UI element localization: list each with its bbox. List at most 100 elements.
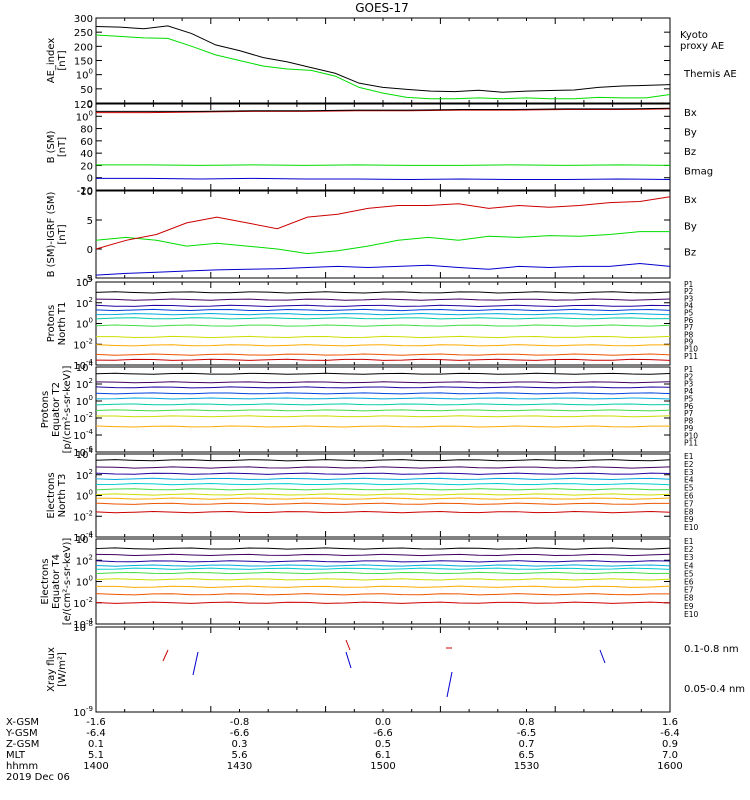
y-tick-label: 150 xyxy=(74,57,93,68)
legend-label: E9 xyxy=(684,602,694,611)
footer-value: -0.8 xyxy=(230,717,250,728)
series-line xyxy=(95,304,671,307)
legend-label: Kyoto xyxy=(680,30,708,41)
y-tick-label: 10 xyxy=(80,187,93,198)
y-tick-label: 102 xyxy=(76,296,93,310)
footer-row-label: MLT xyxy=(6,750,26,761)
series-line xyxy=(95,358,671,361)
legend-label: P4 xyxy=(684,387,694,396)
footer-value: -6.4 xyxy=(660,728,680,739)
series-line xyxy=(95,353,671,356)
y-axis-label: Equator T2 xyxy=(51,382,62,437)
legend-label: P9 xyxy=(684,337,694,346)
panel-frame xyxy=(95,103,671,191)
legend-label: E1 xyxy=(684,537,694,546)
series-line xyxy=(95,308,671,312)
legend-label: E2 xyxy=(684,545,694,554)
series-line xyxy=(95,335,671,339)
legend-label: E7 xyxy=(684,586,694,595)
y-tick-label: 102 xyxy=(76,553,93,567)
legend-label: P3 xyxy=(684,380,694,389)
y-axis-label: AE_index xyxy=(46,38,57,84)
legend-label: E10 xyxy=(684,523,699,532)
y-tick-label: 10-2 xyxy=(73,411,93,425)
footer-value: 0.5 xyxy=(375,739,391,750)
legend-label: P6 xyxy=(684,316,694,325)
footer-value: 0.0 xyxy=(375,717,391,728)
legend-label: E6 xyxy=(684,492,694,501)
legend-label: P9 xyxy=(684,424,694,433)
legend-label: P8 xyxy=(684,330,694,339)
panel-frame xyxy=(95,190,671,279)
series-line xyxy=(95,477,671,481)
legend-label: E10 xyxy=(684,610,699,619)
date-label: 2019 Dec 06 xyxy=(6,772,70,783)
legend-label: P11 xyxy=(684,352,698,361)
y-tick-label: 100 xyxy=(76,394,93,408)
series-line xyxy=(95,472,671,475)
y-axis-label: [e/(cm²-s-sr-keV)] xyxy=(62,538,73,626)
y-tick-label: 10-6 xyxy=(73,445,93,459)
y-axis-label: Protons xyxy=(46,305,57,342)
series-line xyxy=(95,571,671,575)
series-line xyxy=(95,415,671,418)
y-tick-label: 10-4 xyxy=(73,358,93,372)
legend-label: E2 xyxy=(684,460,694,469)
y-axis-label: [nT] xyxy=(57,137,68,157)
series-line xyxy=(95,493,671,496)
legend-label: E7 xyxy=(684,499,694,508)
series-line xyxy=(95,403,671,406)
legend-label: Bmag xyxy=(684,167,713,178)
footer-value: 0.3 xyxy=(232,739,248,750)
series-line xyxy=(95,313,671,316)
y-tick-label: 100 xyxy=(76,68,93,82)
series-line xyxy=(95,291,671,294)
y-tick-label: 10-2 xyxy=(73,596,93,610)
footer-value: -6.6 xyxy=(373,728,393,739)
footer-value: 7.0 xyxy=(662,750,678,761)
y-axis-label: [p/(cm²-s-sr-keV)] xyxy=(62,366,73,454)
y-axis-label: B (SM)-IGRF (SM) xyxy=(46,192,57,278)
series-line xyxy=(95,564,671,567)
y-tick-label: 40 xyxy=(80,149,93,160)
series-line xyxy=(96,107,671,112)
y-axis-label: [nT] xyxy=(57,50,68,70)
legend-label: 0.1-0.8 nm xyxy=(684,644,739,655)
y-axis-label: Equator T4 xyxy=(51,554,62,609)
y-axis-label: Xray flux xyxy=(46,647,57,692)
xray-mark xyxy=(345,639,351,651)
y-tick-label: 0 xyxy=(87,99,93,110)
legend-label: E8 xyxy=(684,507,694,516)
y-tick-label: 104 xyxy=(76,360,94,374)
legend-label: Bz xyxy=(684,248,696,259)
series-line xyxy=(95,547,671,550)
y-tick-label: 80 xyxy=(80,125,93,136)
footer-value: 1.6 xyxy=(662,717,678,728)
footer-value: 1530 xyxy=(514,761,539,772)
y-tick-label: 0 xyxy=(87,174,93,185)
y-tick-label: 100 xyxy=(76,109,93,123)
xray-mark xyxy=(345,651,352,669)
legend-label: P1 xyxy=(684,365,694,374)
series-line xyxy=(95,585,671,588)
series-line xyxy=(96,108,671,114)
y-tick-label: 104 xyxy=(76,447,94,461)
legend-label: P7 xyxy=(684,409,694,418)
legend-label: Themis AE xyxy=(683,69,737,80)
series-line xyxy=(95,488,671,491)
xray-mark xyxy=(599,649,606,664)
y-tick-label: 5 xyxy=(87,216,93,227)
y-tick-label: 10-8 xyxy=(73,620,93,634)
footer-value: 0.8 xyxy=(519,717,535,728)
y-tick-label: 100 xyxy=(76,575,93,589)
chart-title: GOES-17 xyxy=(355,1,409,15)
series-line xyxy=(95,298,671,301)
xray-mark xyxy=(192,651,199,676)
legend-label: P2 xyxy=(684,287,694,296)
series-line xyxy=(96,177,671,181)
y-tick-label: 100 xyxy=(76,489,93,503)
y-tick-label: 250 xyxy=(74,28,93,39)
panel-6: Electrons North T310-410-2100102104E1E2E3… xyxy=(46,447,699,544)
legend-label: By xyxy=(684,221,697,232)
y-tick-label: 100 xyxy=(76,317,93,331)
